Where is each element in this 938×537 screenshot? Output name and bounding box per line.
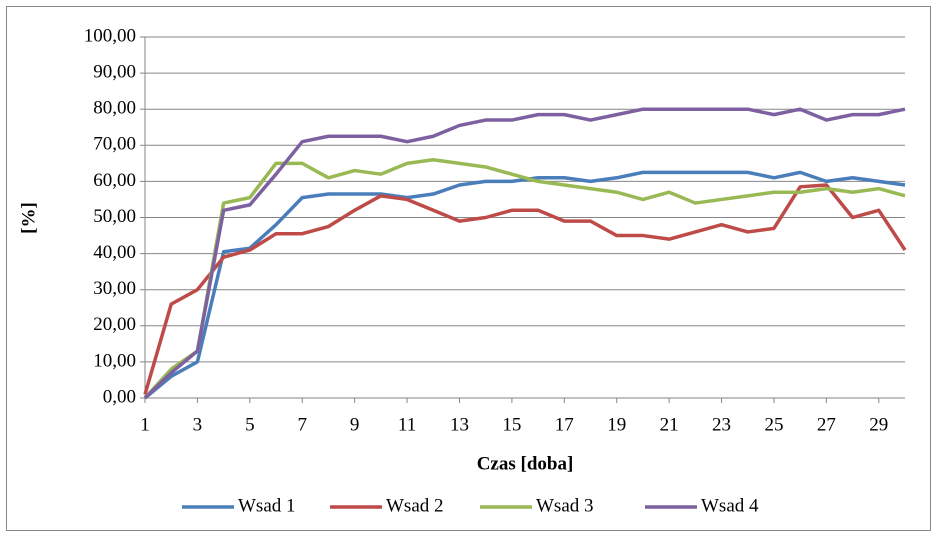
x-tick-label: 19 — [607, 414, 626, 435]
y-tick-label: 20,00 — [93, 314, 136, 335]
x-tick-label: 15 — [502, 414, 521, 435]
x-tick-label: 3 — [193, 414, 203, 435]
y-tick-label: 10,00 — [93, 350, 136, 371]
y-tick-label: 30,00 — [93, 278, 136, 299]
legend-label: Wsad 3 — [536, 495, 594, 516]
y-tick-label: 40,00 — [93, 242, 136, 263]
x-tick-label: 11 — [398, 414, 416, 435]
data-line — [143, 157, 906, 400]
chart-border — [6, 6, 931, 531]
data-line — [143, 183, 907, 395]
legend-label: Wsad 2 — [386, 495, 444, 516]
x-tick-label: 7 — [297, 414, 307, 435]
x-tick-label: 13 — [450, 414, 469, 435]
legend-label: Wsad 1 — [238, 495, 296, 516]
y-axis-title: [%] — [18, 202, 39, 234]
y-tick-label: 100,00 — [84, 25, 136, 46]
y-tick-label: 90,00 — [93, 61, 136, 82]
y-tick-label: 50,00 — [93, 206, 136, 227]
y-tick-label: 60,00 — [93, 170, 136, 191]
legend-label: Wsad 4 — [701, 495, 759, 516]
y-tick-label: 0,00 — [103, 386, 136, 407]
x-tick-label: 5 — [245, 414, 255, 435]
x-tick-label: 25 — [764, 414, 783, 435]
data-line — [143, 107, 906, 400]
y-tick-label: 70,00 — [93, 134, 136, 155]
y-tick-label: 80,00 — [93, 98, 136, 119]
x-axis-title: Czas [doba] — [477, 453, 574, 474]
x-tick-label: 23 — [712, 414, 731, 435]
x-tick-label: 27 — [817, 414, 836, 435]
x-tick-label: 9 — [350, 414, 360, 435]
x-tick-label: 1 — [140, 414, 150, 435]
x-tick-label: 17 — [555, 414, 574, 435]
x-tick-label: 21 — [660, 414, 679, 435]
x-tick-label: 29 — [869, 414, 888, 435]
